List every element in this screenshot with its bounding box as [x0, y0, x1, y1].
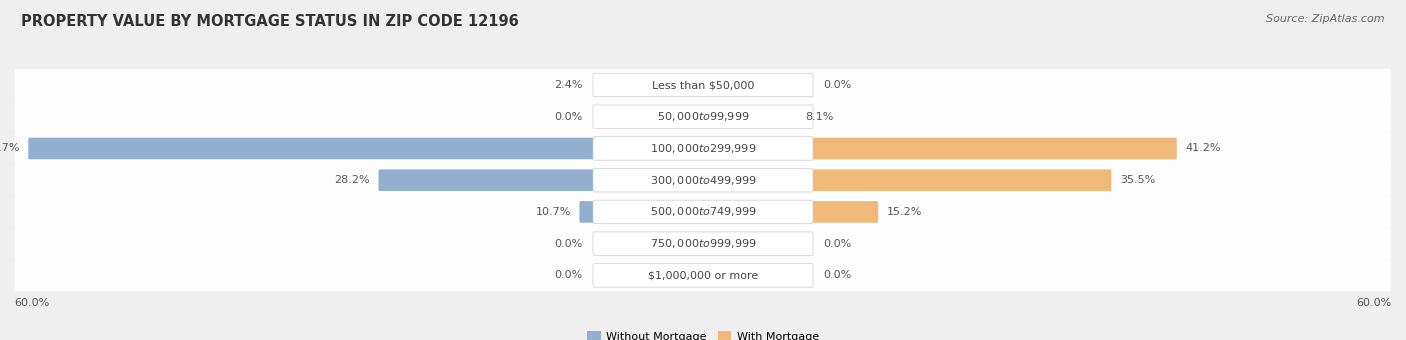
FancyBboxPatch shape [703, 201, 879, 223]
Text: 15.2%: 15.2% [887, 207, 922, 217]
FancyBboxPatch shape [593, 168, 813, 192]
FancyBboxPatch shape [593, 73, 813, 97]
Text: $100,000 to $299,999: $100,000 to $299,999 [650, 142, 756, 155]
Text: 0.0%: 0.0% [554, 270, 582, 280]
Text: PROPERTY VALUE BY MORTGAGE STATUS IN ZIP CODE 12196: PROPERTY VALUE BY MORTGAGE STATUS IN ZIP… [21, 14, 519, 29]
Text: 0.0%: 0.0% [554, 239, 582, 249]
FancyBboxPatch shape [378, 169, 703, 191]
FancyBboxPatch shape [14, 101, 1392, 133]
FancyBboxPatch shape [14, 259, 1392, 292]
FancyBboxPatch shape [703, 169, 1111, 191]
Text: 58.7%: 58.7% [0, 143, 20, 153]
FancyBboxPatch shape [593, 137, 813, 160]
Text: 60.0%: 60.0% [1357, 298, 1392, 308]
Text: 28.2%: 28.2% [335, 175, 370, 185]
FancyBboxPatch shape [14, 164, 1392, 197]
Text: 41.2%: 41.2% [1185, 143, 1220, 153]
FancyBboxPatch shape [675, 74, 703, 96]
Text: $50,000 to $99,999: $50,000 to $99,999 [657, 110, 749, 123]
Text: Less than $50,000: Less than $50,000 [652, 80, 754, 90]
FancyBboxPatch shape [579, 201, 703, 223]
FancyBboxPatch shape [14, 227, 1392, 260]
FancyBboxPatch shape [14, 196, 1392, 228]
FancyBboxPatch shape [593, 264, 813, 287]
Legend: Without Mortgage, With Mortgage: Without Mortgage, With Mortgage [582, 327, 824, 340]
Text: 60.0%: 60.0% [14, 298, 49, 308]
Text: $300,000 to $499,999: $300,000 to $499,999 [650, 174, 756, 187]
Text: 2.4%: 2.4% [554, 80, 582, 90]
FancyBboxPatch shape [14, 132, 1392, 165]
Text: 0.0%: 0.0% [824, 239, 852, 249]
Text: 0.0%: 0.0% [824, 270, 852, 280]
FancyBboxPatch shape [593, 105, 813, 129]
Text: $1,000,000 or more: $1,000,000 or more [648, 270, 758, 280]
FancyBboxPatch shape [593, 200, 813, 224]
Text: $500,000 to $749,999: $500,000 to $749,999 [650, 205, 756, 218]
FancyBboxPatch shape [593, 232, 813, 255]
Text: Source: ZipAtlas.com: Source: ZipAtlas.com [1267, 14, 1385, 23]
Text: 0.0%: 0.0% [554, 112, 582, 122]
Text: $750,000 to $999,999: $750,000 to $999,999 [650, 237, 756, 250]
Text: 8.1%: 8.1% [806, 112, 834, 122]
FancyBboxPatch shape [14, 69, 1392, 101]
Text: 35.5%: 35.5% [1119, 175, 1156, 185]
Text: 0.0%: 0.0% [824, 80, 852, 90]
FancyBboxPatch shape [703, 106, 797, 128]
FancyBboxPatch shape [28, 138, 703, 159]
Text: 10.7%: 10.7% [536, 207, 571, 217]
FancyBboxPatch shape [703, 138, 1177, 159]
